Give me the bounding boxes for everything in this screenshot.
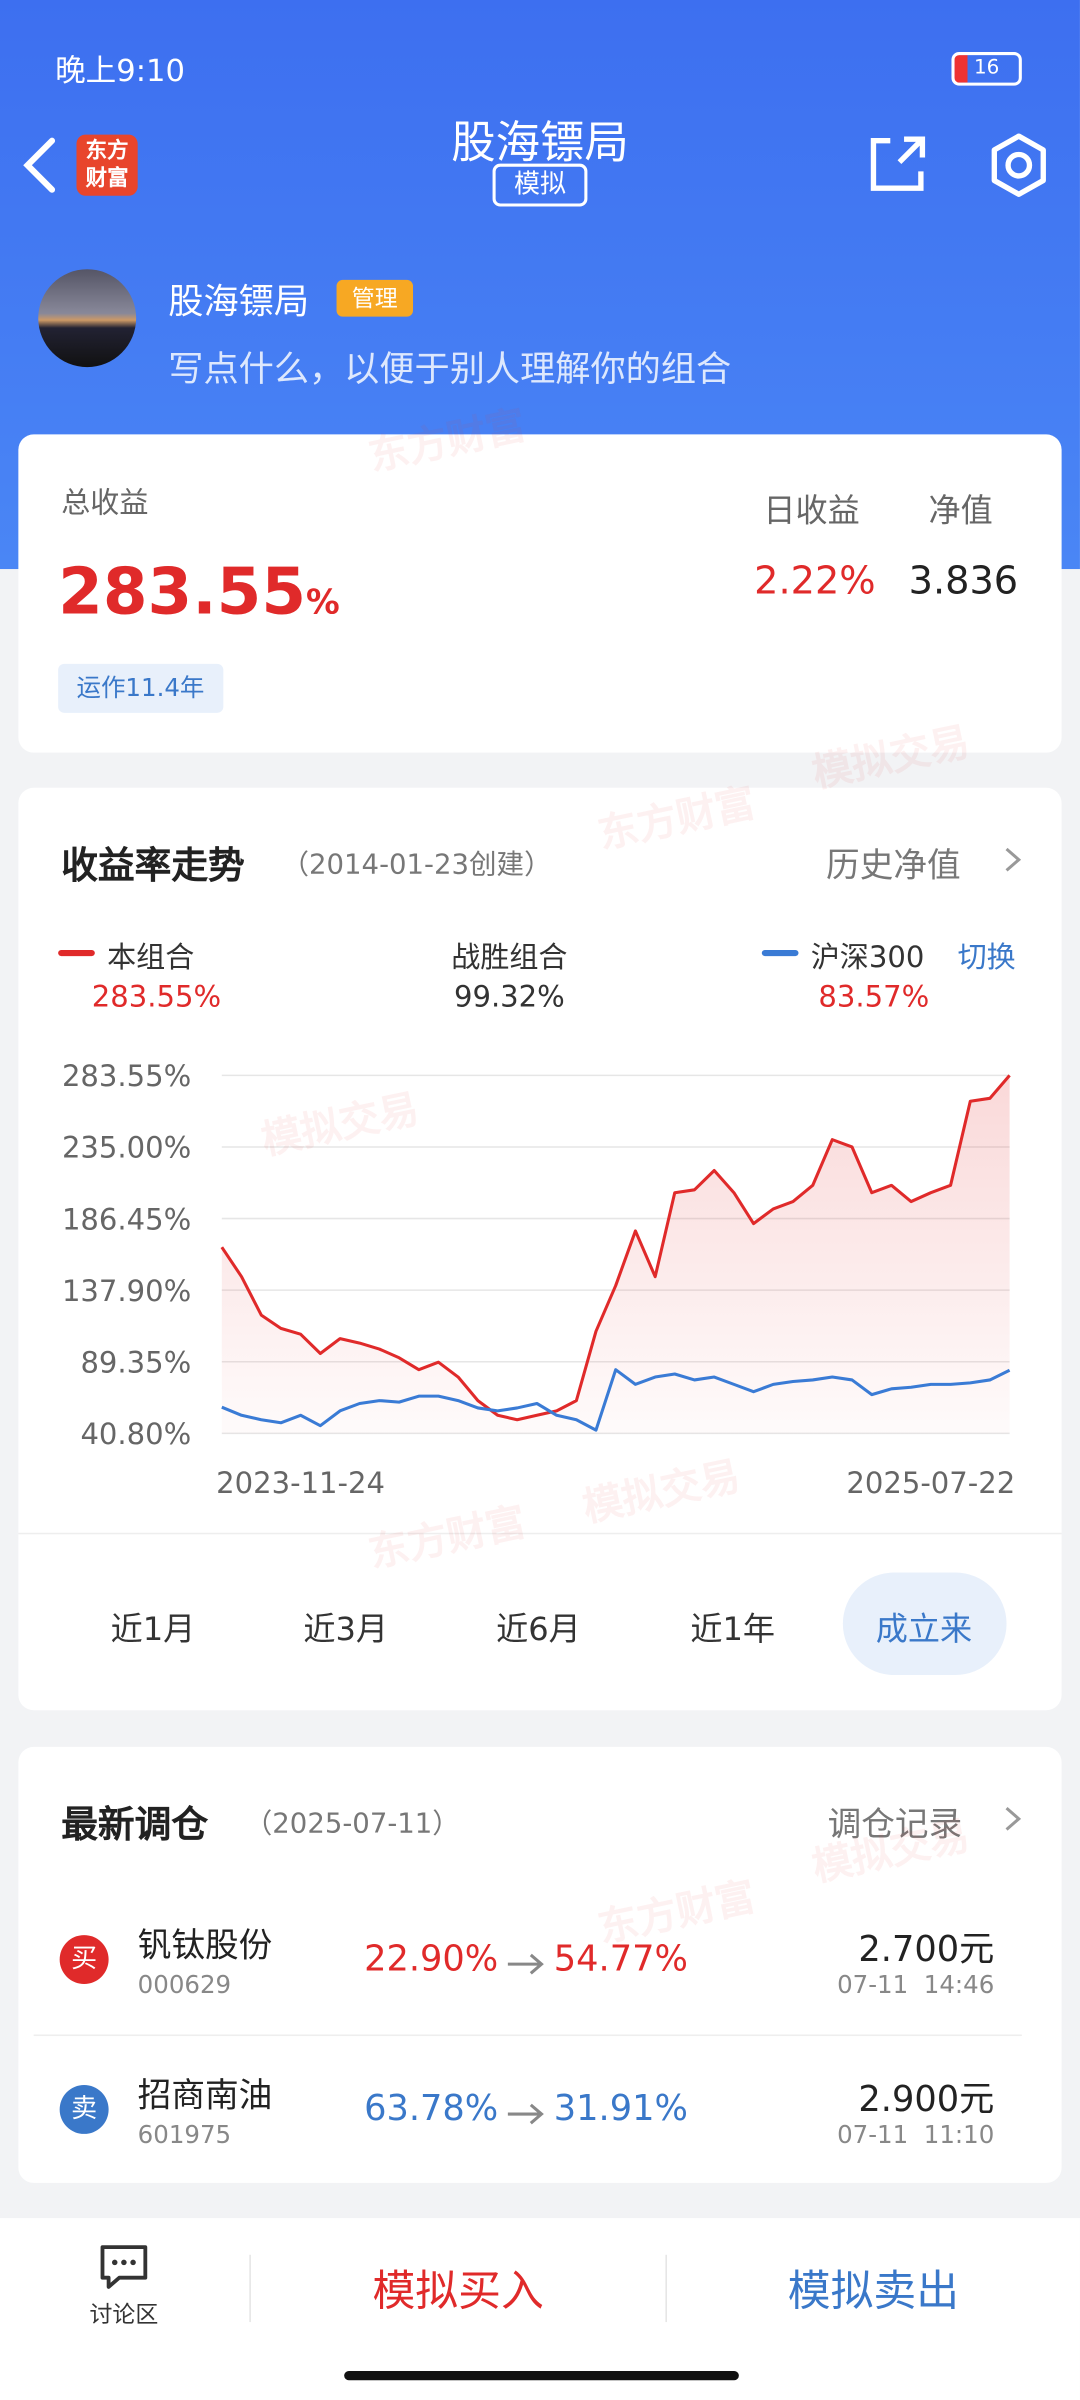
arrow: [507, 1953, 544, 1975]
daily-label: 日收益: [763, 492, 860, 530]
nav-value: 3.836: [908, 558, 1019, 603]
battery: 16: [951, 52, 1022, 86]
rebalance-title: 最新调仓: [61, 1803, 209, 1847]
total-return: 283.55%: [58, 554, 340, 629]
arrow: [507, 2103, 544, 2125]
area: [221, 1075, 1010, 1434]
divider: [18, 1532, 1062, 1535]
trade-time: 07-11 14:46: [837, 1970, 995, 2000]
y-tick-label: 283.55%: [62, 1059, 191, 1093]
discuss-icon[interactable]: [98, 2243, 150, 2292]
discuss-label[interactable]: 讨论区: [89, 2300, 159, 2329]
range-button[interactable]: 成立来: [875, 1610, 973, 1648]
divider: [33, 2034, 1022, 2037]
switch-button[interactable]: 切换: [957, 940, 1016, 975]
y-tick-label: 137.90%: [62, 1274, 191, 1308]
weight-from: 22.90%: [364, 1939, 499, 1980]
back-button[interactable]: [18, 135, 64, 196]
legend-label: 本组合: [107, 940, 195, 975]
range-button[interactable]: 近1年: [690, 1610, 776, 1648]
y-tick-label: 89.35%: [80, 1345, 191, 1379]
x-tick-label: 2023-11-24: [216, 1466, 385, 1500]
nav-label: 净值: [928, 492, 993, 530]
legend-swatch: [761, 949, 799, 957]
total-label: 总收益: [61, 486, 149, 521]
daily-value: 2.22%: [754, 558, 876, 603]
role-badge: 管理: [336, 279, 414, 317]
weight-to: 54.77%: [553, 1939, 688, 1980]
divider: [249, 2254, 251, 2323]
share-button[interactable]: [866, 132, 930, 196]
running-badge: 运作11.4年: [58, 663, 223, 713]
beat-value: 99.32%: [453, 980, 565, 1015]
y-tick-label: 186.45%: [62, 1202, 191, 1236]
range-button[interactable]: 近3月: [303, 1610, 389, 1648]
total-value: 283.55: [58, 553, 307, 629]
trend-title: 收益率走势: [61, 844, 245, 888]
chevron: [1005, 847, 1022, 872]
profile-bio[interactable]: 写点什么，以便于别人理解你的组合: [168, 350, 732, 391]
trend-created: （2014-01-23创建）: [281, 848, 552, 882]
mode-badge: 模拟: [492, 163, 588, 207]
range-selected-bg: [842, 1572, 1007, 1676]
legend-value: 83.57%: [818, 980, 930, 1015]
home-indicator: [344, 2371, 739, 2381]
trade-time: 07-11 11:10: [837, 2120, 995, 2150]
price: 2.900元: [858, 2080, 995, 2121]
range-button[interactable]: 近1月: [110, 1610, 196, 1648]
total-unit: %: [306, 584, 340, 623]
divider: [665, 2254, 667, 2323]
weight-to: 31.91%: [553, 2089, 688, 2130]
profile-name: 股海镖局: [168, 282, 309, 323]
sell-button[interactable]: 模拟卖出: [787, 2265, 960, 2316]
line: [221, 1368, 1011, 1432]
stock-code: 000629: [137, 1970, 232, 2000]
line: [220, 1074, 1011, 1422]
beat-label: 战胜组合: [451, 940, 568, 975]
stock-name: 钒钛股份: [137, 1927, 273, 1966]
x-tick-label: 2025-07-22: [846, 1466, 1015, 1500]
chevron: [1005, 1806, 1022, 1831]
stock-code: 601975: [137, 2120, 232, 2150]
bottom-bar: [0, 2218, 1080, 2400]
stock-name: 招商南油: [137, 2077, 273, 2116]
legend-value: 283.55%: [91, 980, 222, 1015]
avatar: [38, 269, 137, 368]
range-button[interactable]: 近6月: [496, 1610, 581, 1648]
y-tick-label: 235.00%: [62, 1131, 191, 1165]
price: 2.700元: [858, 1930, 995, 1971]
legend-swatch: [58, 949, 95, 957]
buy-button[interactable]: 模拟买入: [372, 2265, 544, 2316]
app-logo: 东方财富: [76, 134, 138, 196]
action-icon: 买: [59, 1935, 109, 1985]
y-tick-label: 40.80%: [80, 1417, 191, 1451]
chart: 40.80% 89.35% 137.90% 186.45% 235.00% 283.55%…: [62, 1059, 1015, 1500]
rebalance-date: （2025-07-11）: [244, 1808, 460, 1841]
weight-from: 63.78%: [364, 2089, 499, 2130]
history-link[interactable]: 历史净值: [826, 847, 961, 886]
rebalance-link[interactable]: 调仓记录: [827, 1806, 963, 1845]
page-title: 股海镖局: [451, 116, 629, 169]
status-time: 晚上9:10: [55, 52, 185, 89]
legend-label: 沪深300: [810, 940, 925, 975]
settings-button[interactable]: [985, 132, 1052, 199]
action-icon: 卖: [59, 2084, 109, 2134]
